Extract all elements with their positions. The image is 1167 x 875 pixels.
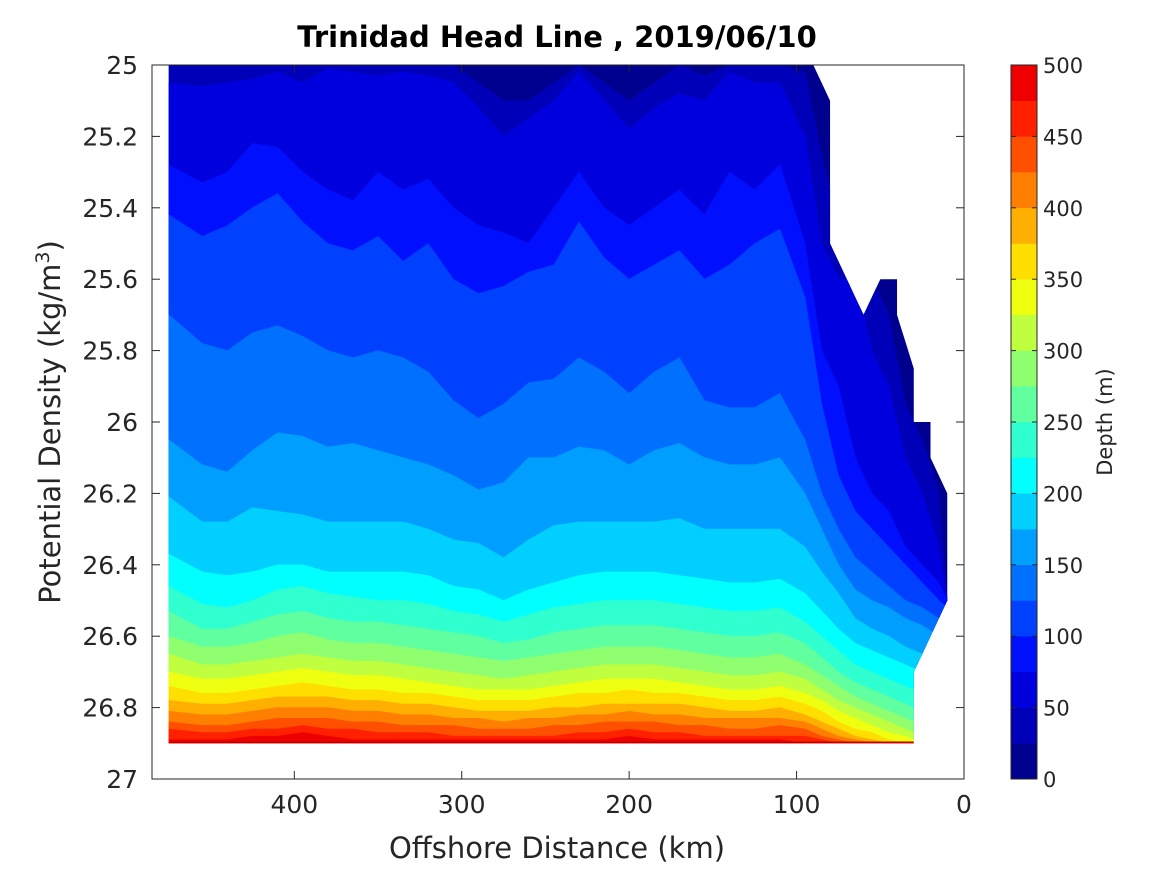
colorbar-segment: [1010, 457, 1038, 494]
contour-band: [168, 741, 914, 744]
y-tick-label: 26.4: [82, 551, 138, 580]
colorbar-segment: [1010, 243, 1038, 280]
colorbar-segment: [1010, 493, 1038, 530]
colorbar-tick-label: 100: [1043, 625, 1083, 649]
y-axis-label-superscript: 3: [32, 251, 54, 263]
colorbar-segment: [1010, 278, 1038, 316]
colorbar-tick-label: 150: [1043, 554, 1083, 578]
y-tick-label: 25.8: [82, 337, 138, 366]
colorbar-segment: [1010, 600, 1038, 637]
colorbar-segment: [1010, 743, 1038, 780]
contour-band: [168, 732, 948, 744]
colorbar-segment: [1010, 136, 1038, 173]
y-axis-label-main: Potential Density (kg/m: [33, 264, 67, 604]
y-tick-label: 26.6: [82, 622, 138, 651]
colorbar-tick-label: 300: [1043, 340, 1083, 364]
contour-fills: [168, 65, 948, 744]
x-tick-label: 400: [270, 790, 318, 819]
colorbar-segment: [1010, 171, 1038, 209]
contour-band: [168, 725, 948, 744]
y-axis-ticks: 25 25.2 25.4 25.6 25.8 26 26.2 26.4 26.6 26.8 27: [82, 51, 964, 794]
colorbar-segment: [1010, 350, 1038, 387]
x-axis-label: Offshore Distance (km): [389, 831, 725, 865]
colorbar-tick-label: 500: [1043, 54, 1083, 78]
x-tick-label: 300: [438, 790, 486, 819]
colorbar: 0 50 100 150 200 250 300 350 400 450 500: [1010, 54, 1083, 792]
colorbar-tick-label: 200: [1043, 482, 1083, 506]
colorbar-tick-label: 250: [1043, 411, 1083, 435]
chart-title: Trinidad Head Line , 2019/06/10: [297, 20, 817, 54]
x-tick-label: 100: [773, 790, 821, 819]
x-axis-ticks: 400 300 200 100 0: [270, 65, 972, 819]
y-tick-label: 25.4: [82, 194, 138, 223]
y-tick-label: 26.2: [82, 479, 138, 508]
colorbar-tick-label: 350: [1043, 268, 1083, 292]
y-tick-label: 25.2: [82, 122, 138, 151]
colorbar-segment: [1010, 207, 1038, 244]
colorbar-tick-label: 50: [1043, 697, 1070, 721]
colorbar-tick-label: 450: [1043, 125, 1083, 149]
colorbar-label: Depth (m): [1093, 368, 1117, 475]
colorbar-segment: [1010, 314, 1038, 351]
colorbar-segment: [1010, 707, 1038, 744]
y-tick-label: 27: [106, 765, 138, 794]
colorbar-tick-label: 0: [1043, 768, 1056, 792]
y-tick-label: 26.8: [82, 694, 138, 723]
colorbar-segment: [1010, 100, 1038, 137]
colorbar-segment: [1010, 671, 1038, 708]
colorbar-segment: [1010, 421, 1038, 458]
colorbar-tick-label: 400: [1043, 197, 1083, 221]
y-axis-label: Potential Density (kg/m3): [32, 240, 67, 604]
colorbar-segment: [1010, 64, 1038, 101]
colorbar-segment: [1010, 564, 1038, 601]
colorbar-segment: [1010, 386, 1038, 423]
x-tick-label: 200: [605, 790, 653, 819]
y-tick-label: 25: [106, 51, 138, 80]
colorbar-segment: [1010, 635, 1038, 673]
y-tick-label: 25.6: [82, 265, 138, 294]
y-axis-label-close: ): [33, 240, 67, 251]
y-tick-label: 26: [106, 408, 138, 437]
colorbar-segment: [1010, 528, 1038, 566]
x-tick-label: 0: [956, 790, 972, 819]
